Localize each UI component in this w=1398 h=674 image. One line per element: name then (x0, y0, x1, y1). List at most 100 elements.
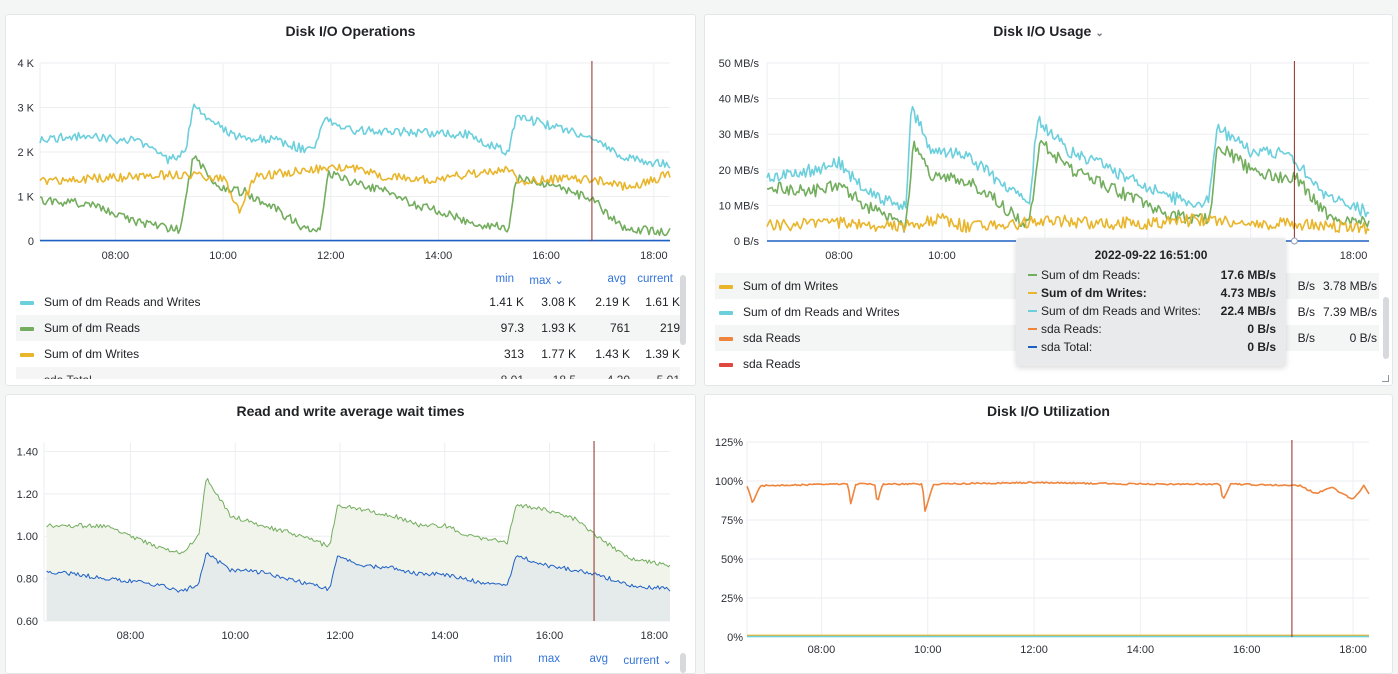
y-tick-label: 0.60 (17, 616, 38, 628)
legend-header-current[interactable]: current ⌄ (623, 655, 672, 667)
tooltip-value: 0 B/s (1247, 340, 1276, 354)
series-line (39, 163, 671, 214)
legend-avg: 2.19 K (595, 295, 630, 309)
legend-row[interactable]: Sum of dm Writes 313 1.77 K 1.43 K 1.39 K (16, 341, 680, 367)
legend-max: 3.08 K (541, 295, 576, 309)
legend-row[interactable]: Sum of dm Reads 97.3 1.93 K 761 219 (16, 315, 680, 341)
legend-row[interactable]: sda Total 8.0118.54.205.01 (16, 367, 680, 379)
chart-disk-io-usage: 0 B/s 10 MB/s 20 MB/s 30 MB/s 40 MB/s 50 MB/s… (719, 58, 1370, 262)
crosshair-point (1290, 237, 1298, 245)
series-color-swatch (1028, 292, 1037, 294)
resize-handle[interactable] (1382, 375, 1389, 382)
series-color-swatch[interactable] (20, 301, 34, 305)
tooltip-row: Sum of dm Reads: 17.6 MB/s (1028, 266, 1276, 284)
legend-partial-value: B/s (1297, 305, 1315, 319)
panel-title[interactable]: Disk I/O Usage ⌄ (993, 23, 1104, 39)
legend-scrollbar[interactable] (680, 275, 686, 345)
legend-partial-value: B/s (1297, 279, 1315, 293)
tooltip-value: 0 B/s (1247, 322, 1276, 336)
legend-min: 97.3 (500, 321, 524, 335)
legend-header-min[interactable]: min (495, 273, 514, 285)
legend-series-name[interactable]: Sum of dm Reads and Writes (44, 295, 201, 309)
chart-tooltip: 2022-09-22 16:51:00 Sum of dm Reads: 17.6… (1016, 238, 1286, 366)
series-line (766, 139, 1370, 233)
y-tick-label: 75% (721, 515, 743, 527)
x-tick-label: 08:00 (808, 644, 836, 656)
legend-min: 313 (503, 347, 524, 361)
x-tick-label: 10:00 (914, 644, 942, 656)
legend-header-avg[interactable]: avg (589, 653, 608, 665)
legend-max: 1.93 K (541, 321, 576, 335)
y-tick-label: 1 K (17, 192, 34, 204)
legend-min: 1.41 K (489, 295, 524, 309)
y-tick-label: 1.40 (17, 446, 38, 458)
legend-series-name[interactable]: Sum of dm Writes (743, 279, 839, 293)
y-tick-label: 3 K (17, 103, 34, 115)
legend-series-name[interactable]: sda Reads (743, 331, 801, 345)
legend-max: 18.5 (516, 367, 576, 379)
tooltip-series-name: sda Reads: (1041, 322, 1102, 336)
legend-partial-value: B/s (1297, 331, 1315, 345)
series-color-swatch (1028, 346, 1037, 348)
legend-row[interactable]: sda Reads (715, 351, 1379, 377)
legend-row[interactable]: Sum of dm Reads and Writes B/s 7.39 MB/s (715, 299, 1379, 325)
series-color-swatch (1028, 310, 1037, 312)
chart-disk-io-utilization: 0% 25% 50% 75% 100% 125% 08:00 10:00 12:00 14:00 1… (715, 437, 1370, 656)
panel-title[interactable]: Disk I/O Utilization (987, 403, 1110, 419)
series-color-swatch[interactable] (719, 337, 733, 341)
legend-row[interactable]: Sum of dm Reads and Writes 1.41 K 3.08 K 2.… (16, 289, 680, 315)
legend-series-name[interactable]: Sum of dm Reads and Writes (743, 305, 900, 319)
panel-read-write-wait-times: Read and write average wait times 0.60 0.… (5, 394, 696, 674)
y-tick-label: 0 (28, 236, 34, 248)
y-tick-label: 125% (715, 437, 743, 449)
legend-header-max[interactable]: max ⌄ (529, 275, 564, 287)
x-tick-label: 18:00 (640, 250, 668, 262)
panel-title[interactable]: Disk I/O Operations (285, 23, 416, 39)
x-tick-label: 08:00 (117, 630, 145, 642)
legend-series-name[interactable]: sda Reads (743, 357, 801, 371)
legend-header-min[interactable]: min (493, 653, 512, 665)
x-tick-label: 10:00 (928, 250, 956, 262)
x-tick-label: 10:00 (209, 250, 237, 262)
chart-wait-times: 0.60 0.80 1.00 1.20 1.40 08:00 10:00 12:00 14:00… (17, 441, 671, 642)
series-line (39, 103, 671, 169)
series-color-swatch[interactable] (719, 363, 733, 367)
x-tick-label: 16:00 (536, 630, 564, 642)
panel-title[interactable]: Read and write average wait times (236, 403, 465, 419)
chevron-down-icon: ⌄ (551, 275, 564, 287)
x-tick-label: 12:00 (317, 250, 345, 262)
y-tick-label: 0 B/s (734, 236, 760, 248)
tooltip-series-name: sda Total: (1041, 340, 1093, 354)
legend-series-name[interactable]: sda Total (44, 367, 92, 379)
legend-avg: 761 (609, 321, 630, 335)
x-tick-label: 16:00 (532, 250, 560, 262)
x-tick-label: 18:00 (641, 630, 669, 642)
series-line (39, 155, 671, 237)
legend-scrollbar[interactable] (680, 653, 686, 673)
y-tick-label: 1.00 (17, 531, 38, 543)
series-color-swatch[interactable] (719, 311, 733, 315)
legend-header-avg[interactable]: avg (607, 273, 626, 285)
y-tick-label: 100% (715, 476, 743, 488)
tooltip-value: 4.73 MB/s (1220, 286, 1276, 300)
x-tick-label: 18:00 (1339, 644, 1367, 656)
tooltip-series-name: Sum of dm Reads: (1041, 268, 1141, 282)
series-color-swatch (1028, 274, 1037, 276)
y-tick-label: 0.80 (17, 574, 38, 586)
legend-series-name[interactable]: Sum of dm Writes (44, 347, 140, 361)
x-tick-label: 08:00 (102, 250, 130, 262)
chevron-down-icon[interactable]: ⌄ (1095, 28, 1104, 39)
x-tick-label: 12:00 (1020, 644, 1048, 656)
series-color-swatch[interactable] (719, 285, 733, 289)
series-line (46, 478, 671, 568)
legend-header-current[interactable]: current (637, 273, 673, 285)
legend-series-name[interactable]: Sum of dm Reads (44, 321, 141, 335)
legend-header-max[interactable]: max (538, 653, 560, 665)
x-tick-label: 18:00 (1340, 250, 1368, 262)
tooltip-series-name: Sum of dm Writes: (1041, 286, 1147, 300)
series-color-swatch[interactable] (20, 353, 34, 357)
series-color-swatch (1028, 328, 1037, 330)
series-color-swatch[interactable] (20, 327, 34, 331)
legend-current: 1.39 K (645, 347, 680, 361)
legend-scrollbar[interactable] (1383, 297, 1389, 359)
